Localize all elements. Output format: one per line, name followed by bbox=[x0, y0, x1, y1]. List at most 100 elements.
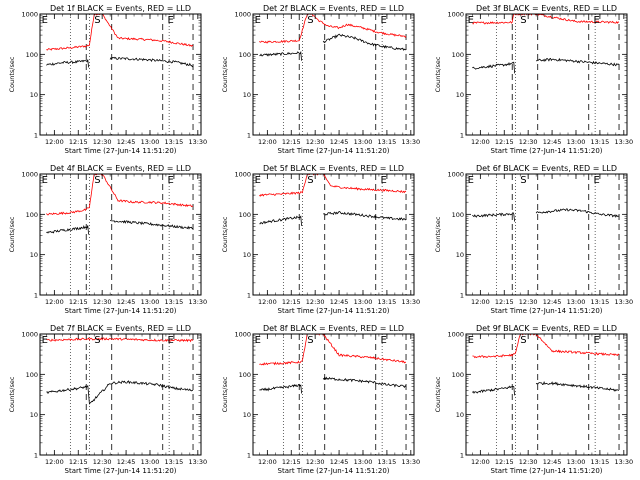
x-tick-label: 12:30 bbox=[519, 138, 538, 146]
y-tick-label: 1 bbox=[247, 452, 251, 460]
event-marker: E bbox=[381, 175, 387, 186]
series-lld bbox=[259, 174, 407, 197]
y-axis-label: Counts/sec bbox=[221, 56, 229, 92]
x-tick-label: 13:00 bbox=[141, 298, 160, 306]
series-events bbox=[259, 33, 406, 61]
y-tick-label: 1 bbox=[460, 292, 464, 300]
x-tick-label: 12:15 bbox=[69, 138, 88, 146]
x-tick-label: 13:30 bbox=[401, 138, 420, 146]
y-axis-label: Counts/sec bbox=[434, 56, 442, 92]
x-tick-label: 13:00 bbox=[354, 458, 373, 466]
x-tick-label: 13:30 bbox=[188, 458, 207, 466]
y-tick-label: 1 bbox=[247, 132, 251, 140]
y-axis-label: Counts/sec bbox=[221, 376, 229, 412]
x-tick-label: 12:30 bbox=[306, 138, 325, 146]
x-tick-label: 12:30 bbox=[93, 298, 112, 306]
x-tick-label: 13:30 bbox=[188, 138, 207, 146]
y-tick-label: 10 bbox=[456, 411, 464, 419]
series-events bbox=[472, 208, 620, 222]
series-events bbox=[259, 376, 407, 394]
event-marker: E bbox=[168, 335, 174, 346]
event-marker: S bbox=[307, 15, 313, 26]
x-tick-label: 13:30 bbox=[188, 298, 207, 306]
x-tick-label: 12:15 bbox=[495, 138, 514, 146]
series-lld bbox=[46, 174, 194, 216]
x-tick-label: 13:30 bbox=[614, 458, 633, 466]
event-marker: E bbox=[594, 15, 600, 26]
y-tick-label: 100 bbox=[239, 211, 251, 219]
y-tick-label: 10 bbox=[30, 411, 38, 419]
x-tick-label: 13:15 bbox=[378, 138, 397, 146]
y-tick-label: 100 bbox=[26, 371, 38, 379]
y-tick-label: 10 bbox=[456, 251, 464, 259]
event-marker: E bbox=[42, 335, 48, 346]
y-tick-label: 10 bbox=[456, 91, 464, 99]
plot-frame bbox=[252, 333, 415, 456]
y-axis-label: Counts/sec bbox=[434, 376, 442, 412]
x-tick-label: 12:45 bbox=[543, 138, 562, 146]
x-tick-label: 13:00 bbox=[141, 138, 160, 146]
plot-frame bbox=[465, 173, 628, 296]
y-tick-label: 1 bbox=[34, 452, 38, 460]
y-tick-label: 100 bbox=[452, 51, 464, 59]
x-axis-label: Start Time (27-Jun-14 11:51:20) bbox=[65, 147, 177, 155]
y-axis-label: Counts/sec bbox=[8, 216, 16, 252]
x-tick-label: 13:00 bbox=[354, 138, 373, 146]
event-marker: E bbox=[42, 15, 48, 26]
x-tick-label: 12:00 bbox=[471, 298, 490, 306]
event-marker: S bbox=[520, 175, 526, 186]
panel-title: Det 7f BLACK = Events, RED = LLD bbox=[50, 324, 191, 333]
event-marker: E bbox=[168, 15, 174, 26]
event-marker: E bbox=[594, 175, 600, 186]
x-tick-label: 13:30 bbox=[614, 138, 633, 146]
x-tick-label: 12:15 bbox=[282, 458, 301, 466]
plot-frame bbox=[252, 173, 415, 296]
x-tick-label: 13:15 bbox=[591, 298, 610, 306]
y-tick-label: 1000 bbox=[234, 171, 251, 179]
plot-frame bbox=[465, 333, 628, 456]
plot-frame bbox=[39, 173, 202, 296]
panel-title: Det 4f BLACK = Events, RED = LLD bbox=[50, 164, 191, 173]
y-tick-label: 1000 bbox=[234, 11, 251, 19]
y-tick-label: 1000 bbox=[447, 11, 464, 19]
event-marker: S bbox=[307, 335, 313, 346]
x-tick-label: 13:00 bbox=[567, 458, 586, 466]
x-axis-label: Start Time (27-Jun-14 11:51:20) bbox=[491, 307, 603, 315]
x-tick-label: 12:45 bbox=[117, 138, 136, 146]
x-tick-label: 13:15 bbox=[165, 298, 184, 306]
x-tick-label: 13:15 bbox=[165, 458, 184, 466]
series-events bbox=[472, 57, 620, 74]
x-tick-label: 12:30 bbox=[519, 298, 538, 306]
x-axis-label: Start Time (27-Jun-14 11:51:20) bbox=[65, 467, 177, 475]
event-marker: E bbox=[255, 175, 261, 186]
panel-title: Det 9f BLACK = Events, RED = LLD bbox=[476, 324, 617, 333]
event-marker: S bbox=[307, 175, 313, 186]
y-tick-label: 1000 bbox=[447, 171, 464, 179]
x-tick-label: 12:45 bbox=[117, 458, 136, 466]
panel-det-2: Det 2f BLACK = Events, RED = LLD Counts/s… bbox=[221, 4, 420, 155]
x-tick-label: 12:45 bbox=[117, 298, 136, 306]
event-marker: E bbox=[468, 15, 474, 26]
panel-title: Det 8f BLACK = Events, RED = LLD bbox=[263, 324, 404, 333]
x-tick-label: 12:30 bbox=[93, 138, 112, 146]
x-tick-label: 12:30 bbox=[306, 298, 325, 306]
y-tick-label: 10 bbox=[30, 251, 38, 259]
panel-title: Det 6f BLACK = Events, RED = LLD bbox=[476, 164, 617, 173]
plot-frame bbox=[465, 13, 628, 136]
x-tick-label: 12:30 bbox=[519, 458, 538, 466]
y-tick-label: 1 bbox=[34, 132, 38, 140]
x-tick-label: 13:30 bbox=[401, 298, 420, 306]
y-tick-label: 100 bbox=[26, 51, 38, 59]
event-marker: S bbox=[94, 175, 100, 186]
x-tick-label: 13:30 bbox=[401, 458, 420, 466]
x-tick-label: 13:15 bbox=[165, 138, 184, 146]
series-events bbox=[46, 219, 194, 235]
x-tick-label: 12:15 bbox=[282, 138, 301, 146]
x-tick-label: 12:45 bbox=[543, 298, 562, 306]
y-tick-label: 100 bbox=[452, 371, 464, 379]
y-tick-label: 10 bbox=[30, 91, 38, 99]
panel-det-8: Det 8f BLACK = Events, RED = LLD Counts/s… bbox=[221, 324, 420, 475]
y-tick-label: 1000 bbox=[21, 171, 38, 179]
panel-det-7: Det 7f BLACK = Events, RED = LLD Counts/s… bbox=[8, 324, 207, 475]
y-tick-label: 1 bbox=[460, 452, 464, 460]
